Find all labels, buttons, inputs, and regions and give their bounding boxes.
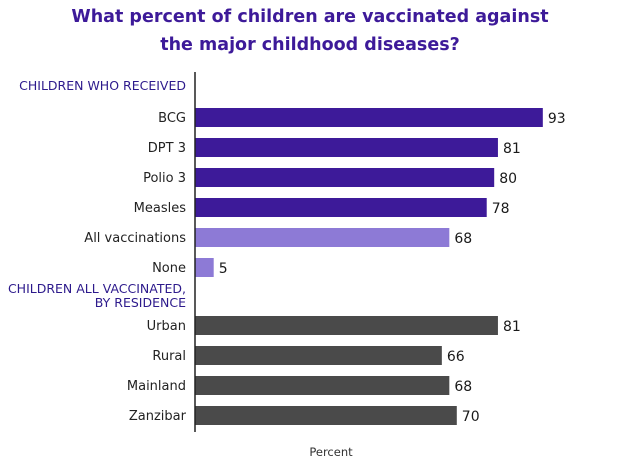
x-axis-label: Percent: [309, 445, 353, 459]
category-label: Measles: [134, 201, 187, 216]
bar-none: [195, 258, 214, 277]
category-label: Polio 3: [143, 171, 186, 186]
category-label: BCG: [158, 111, 186, 126]
value-labels: 93 81 80 78 68 5 81 66 68 70: [219, 111, 566, 425]
value-label: 81: [503, 141, 521, 157]
section-labels: CHILDREN WHO RECEIVED CHILDREN ALL VACCIN…: [8, 78, 186, 310]
category-label: Rural: [152, 349, 186, 364]
value-label: 5: [219, 261, 228, 277]
value-label: 66: [447, 349, 465, 365]
bars: [195, 108, 543, 425]
bar-zanzibar: [195, 406, 457, 425]
section-label: CHILDREN WHO RECEIVED: [19, 78, 186, 93]
section-label: CHILDREN ALL VACCINATED,: [8, 281, 186, 296]
value-label: 80: [499, 171, 517, 187]
bar-rural: [195, 346, 442, 365]
category-label: All vaccinations: [84, 231, 186, 246]
section-label: BY RESIDENCE: [95, 295, 186, 310]
value-label: 68: [454, 231, 472, 247]
category-label: None: [152, 261, 186, 276]
chart-title-line: What percent of children are vaccinated …: [71, 7, 548, 27]
category-label: Urban: [147, 319, 186, 334]
bar-bcg: [195, 108, 543, 127]
bar-polio-3: [195, 168, 495, 187]
chart-title: What percent of children are vaccinated …: [71, 7, 548, 55]
bar-measles: [195, 198, 487, 217]
value-label: 68: [454, 379, 472, 395]
value-label: 81: [503, 319, 521, 335]
bar-mainland: [195, 376, 450, 395]
category-labels: BCG DPT 3 Polio 3 Measles All vaccinations No…: [84, 111, 186, 424]
category-label: Zanzibar: [129, 409, 187, 424]
value-label: 70: [462, 409, 480, 425]
category-label: DPT 3: [148, 141, 186, 156]
bar-urban: [195, 316, 498, 335]
bar-dpt-3: [195, 138, 498, 157]
bar-all-vaccinations: [195, 228, 450, 247]
category-label: Mainland: [127, 379, 186, 394]
value-label: 78: [492, 201, 510, 217]
value-label: 93: [548, 111, 566, 127]
chart-title-line: the major childhood diseases?: [160, 35, 460, 55]
